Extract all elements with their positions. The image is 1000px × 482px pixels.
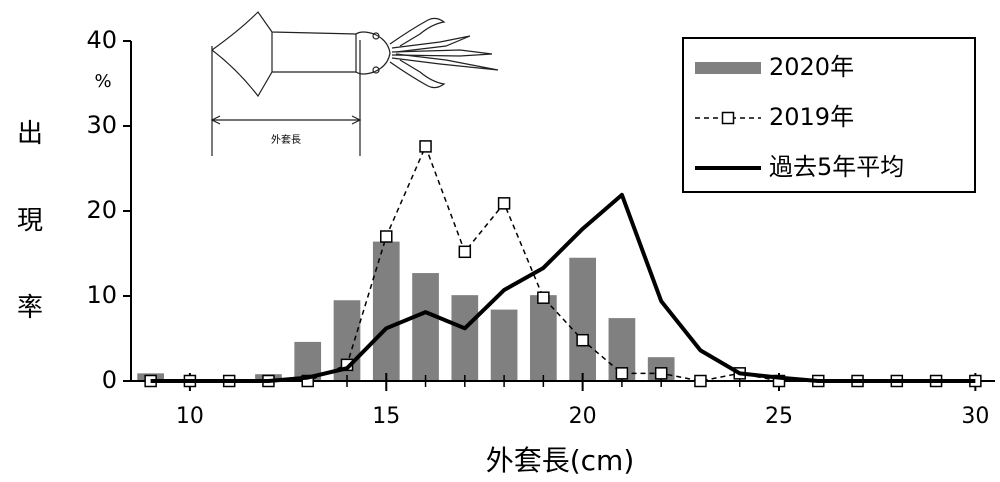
y-tick-label: 30 xyxy=(86,111,117,139)
marker xyxy=(695,376,706,387)
legend-marker xyxy=(723,113,734,124)
marker xyxy=(499,198,510,209)
bar xyxy=(412,273,439,381)
legend-swatch xyxy=(695,62,761,74)
marker xyxy=(381,231,392,242)
marker xyxy=(656,368,667,379)
x-axis-label: 外套長(cm) xyxy=(486,444,635,477)
bar xyxy=(451,295,478,381)
x-tick-label: 15 xyxy=(372,404,400,429)
x-tick-label: 10 xyxy=(176,404,204,429)
y-unit: % xyxy=(94,71,111,92)
x-tick-label: 25 xyxy=(765,404,793,429)
x-tick-label: 30 xyxy=(961,404,989,429)
marker xyxy=(420,141,431,152)
legend-label: 2019年 xyxy=(769,103,854,131)
y-tick-label: 10 xyxy=(86,281,117,309)
marker xyxy=(459,246,470,257)
y-tick-label: 20 xyxy=(86,196,117,224)
legend-label: 2020年 xyxy=(769,53,854,81)
illustration-label: 外套長 xyxy=(271,133,301,146)
legend-label: 過去5年平均 xyxy=(769,153,904,181)
bar xyxy=(373,242,400,381)
bar xyxy=(569,258,596,381)
y-tick-label: 40 xyxy=(86,26,117,54)
bar xyxy=(491,310,518,381)
chart: 外套長 % 外套長(cm) 出現率 0102030401015202530202… xyxy=(0,0,1000,482)
marker xyxy=(538,292,549,303)
y-tick-label: 0 xyxy=(102,366,117,394)
x-tick-label: 20 xyxy=(569,404,597,429)
marker xyxy=(577,335,588,346)
marker xyxy=(616,368,627,379)
